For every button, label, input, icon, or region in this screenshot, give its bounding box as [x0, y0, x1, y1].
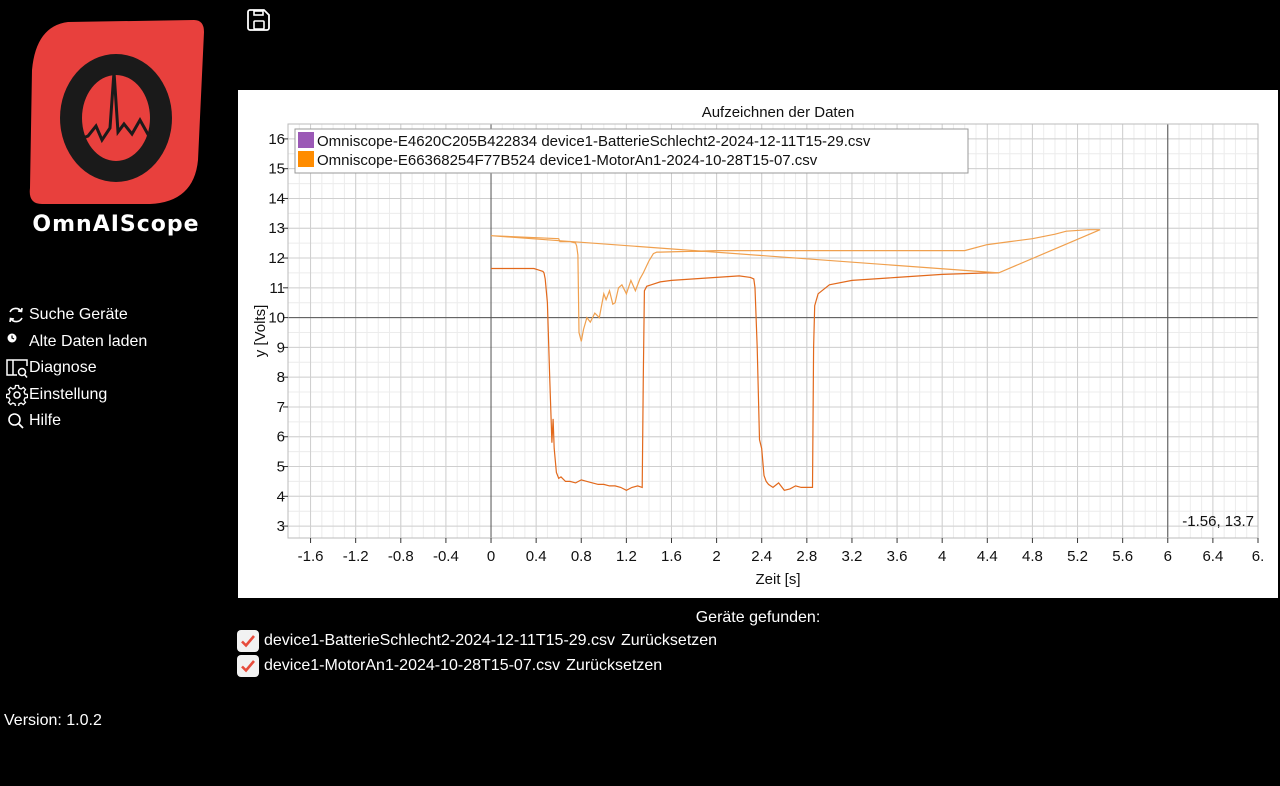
x-tick-label: -1.6: [298, 548, 324, 565]
reset-button[interactable]: Zurücksetzen: [566, 657, 663, 674]
x-tick-label: 0: [487, 548, 495, 565]
reset-button[interactable]: Zurücksetzen: [621, 632, 718, 649]
sidebar-item-label: Alte Daten laden: [29, 332, 148, 350]
sidebar-item-einstellung[interactable]: Einstellung: [6, 382, 147, 409]
x-tick-label: 6.: [1252, 548, 1265, 565]
y-tick-label: 6: [277, 429, 285, 446]
y-tick-label: 12: [268, 250, 285, 267]
device-file-name: device1-MotorAn1-2024-10-28T15-07.csv: [264, 657, 561, 674]
checkmark-icon: [241, 660, 255, 673]
device-checkbox[interactable]: [237, 655, 259, 677]
y-tick-label: 8: [277, 369, 285, 386]
legend-swatch: [298, 132, 314, 148]
chart-panel[interactable]: -1.6 -1.2 -0.8 -0.4 0 0.4 0.8 1.2 1.6 2 2.4 2.8 3.2 3…: [238, 90, 1278, 598]
x-tick-label: 6.4: [1202, 548, 1223, 565]
legend-swatch: [298, 151, 314, 167]
checkmark-icon: [241, 635, 255, 648]
x-tick-label: 2.8: [796, 548, 817, 565]
legend-label: Omniscope-E4620C205B422834 device1-Batte…: [317, 133, 871, 150]
sidebar-item-label: Diagnose: [29, 359, 97, 377]
x-tick-label: -0.8: [388, 548, 414, 565]
device-file-name: device1-BatterieSchlecht2-2024-12-11T15-…: [264, 632, 616, 649]
sidebar-item-diagnose[interactable]: Diagnose: [6, 355, 147, 382]
x-tick-label: 5.6: [1112, 548, 1133, 565]
y-tick-label: 14: [268, 190, 285, 207]
series-line-2: [490, 229, 1101, 342]
x-tick-label: 2: [712, 548, 720, 565]
save-icon: [247, 9, 270, 31]
x-tick-label: 4.4: [977, 548, 998, 565]
sidebar-item-label: Hilfe: [29, 412, 62, 430]
x-tick-label: -1.2: [343, 548, 369, 565]
x-tick-label: 6: [1164, 548, 1172, 565]
y-tick-label: 15: [268, 161, 285, 178]
save-button[interactable]: [246, 7, 272, 33]
y-tick-label: 11: [269, 280, 285, 297]
app-name: OmnAIScope: [32, 212, 200, 237]
device-row: device1-BatterieSchlecht2-2024-12-11T15-…: [237, 630, 717, 652]
sidebar-item-alte-daten-laden[interactable]: Alte Daten laden: [6, 329, 147, 356]
x-tick-label: 3.2: [842, 548, 863, 565]
sidebar-item-label: Suche Geräte: [29, 306, 128, 324]
x-tick-label: -0.4: [433, 548, 459, 565]
legend-box: [294, 128, 969, 174]
diagnose-icon: [6, 357, 28, 379]
series-line-1: [491, 267, 999, 491]
x-tick-label: 5.2: [1067, 548, 1088, 565]
device-row: device1-MotorAn1-2024-10-28T15-07.csv Zu…: [237, 655, 662, 677]
version-label: Version: 1.0.2: [4, 712, 102, 729]
sidebar-item-hilfe[interactable]: Hilfe: [6, 408, 147, 435]
x-tick-label: 1.2: [616, 548, 637, 565]
sidebar-item-label: Einstellung: [29, 385, 108, 403]
x-axis-label: Zeit [s]: [755, 571, 800, 588]
sidebar: OmnAIScope Suche Geräte Alte Daten laden…: [0, 0, 230, 786]
x-tick-label: 3.6: [887, 548, 908, 565]
legend-label: Omniscope-E66368254F77B524 device1-Motor…: [317, 152, 818, 169]
y-tick-label: 16: [268, 131, 285, 148]
y-tick-label: 3: [277, 518, 285, 535]
y-tick-label: 9: [277, 339, 285, 356]
chart[interactable]: -1.6 -1.2 -0.8 -0.4 0 0.4 0.8 1.2 1.6 2 2.4 2.8 3.2 3…: [238, 90, 1278, 598]
cursor-readout: -1.56, 13.7: [1182, 513, 1254, 530]
clock-icon: [6, 331, 28, 353]
x-tick-label: 4: [938, 548, 946, 565]
x-tick-label: 4.8: [1022, 548, 1043, 565]
sidebar-nav: Suche Geräte Alte Daten laden Diagnose E…: [6, 302, 147, 435]
devices-found-title: Geräte gefunden:: [695, 609, 821, 626]
chart-title: Aufzeichnen der Daten: [702, 104, 855, 121]
device-checkbox[interactable]: [237, 630, 259, 652]
y-tick-label: 5: [277, 459, 285, 476]
x-tick-label: 1.6: [661, 548, 682, 565]
x-tick-label: 0.4: [526, 548, 547, 565]
y-axis-label: y [Volts]: [252, 305, 269, 358]
refresh-icon: [6, 304, 28, 326]
sidebar-item-suche-geraete[interactable]: Suche Geräte: [6, 302, 147, 329]
y-tick-label: 10: [268, 310, 285, 327]
search-icon: [6, 410, 28, 432]
app-logo: [29, 20, 204, 204]
y-tick-label: 4: [277, 488, 285, 505]
plot-frame: [287, 123, 1259, 539]
x-tick-label: 0.8: [571, 548, 592, 565]
gear-icon: [6, 384, 28, 406]
y-tick-label: 13: [268, 220, 285, 237]
y-tick-label: 7: [277, 399, 285, 416]
x-tick-label: 2.4: [751, 548, 772, 565]
